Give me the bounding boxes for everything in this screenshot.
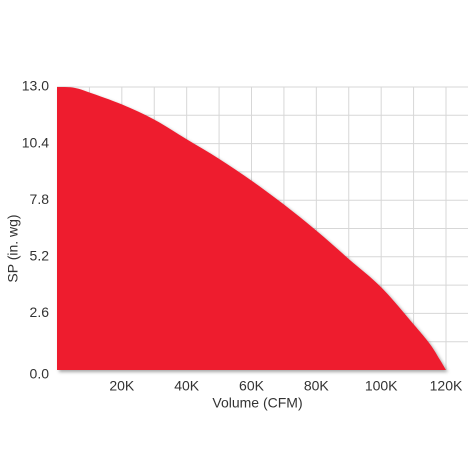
y-axis-title: SP (in. wg) [5,214,21,282]
y-tick-label: 10.4 [22,134,49,150]
x-tick-label: 120K [430,377,463,393]
x-tick-label: 80K [304,377,330,393]
x-tick-label: 40K [174,377,200,393]
y-tick-label: 2.6 [30,304,50,320]
y-tick-label: 5.2 [30,248,50,264]
x-axis-title: Volume (CFM) [212,394,302,410]
y-tick-label: 7.8 [30,191,50,207]
y-tick-label: 0.0 [30,366,50,382]
x-tick-label: 20K [109,377,135,393]
y-axis-ticks: 0.0 2.6 5.2 7.8 10.4 13.0 [22,78,49,382]
x-axis-ticks: 20K 40K 60K 80K 100K 120K [109,377,463,393]
x-tick-label: 60K [239,377,265,393]
x-tick-label: 100K [365,377,398,393]
area-series [57,87,446,370]
area-fill [57,87,446,370]
y-tick-label: 13.0 [22,78,49,94]
